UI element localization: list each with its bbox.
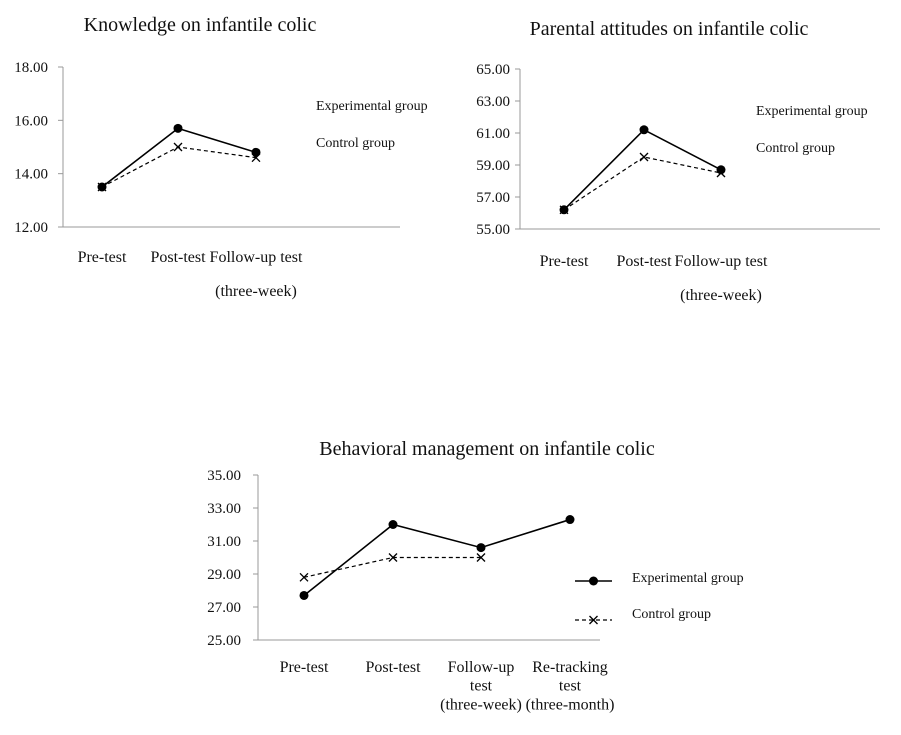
series-line-experimental — [563, 128, 722, 211]
data-point-control — [97, 182, 107, 192]
chart-2: Parental attitudes on infantile colic 65.… — [476, 18, 880, 304]
series-line-control — [563, 156, 722, 211]
series-line-experimental — [101, 127, 257, 188]
legend-marker — [589, 576, 598, 586]
data-point-experimental — [639, 125, 649, 135]
y-tick-label: 12.00 — [14, 220, 48, 236]
y-tick-label: 27.00 — [207, 600, 241, 616]
x-tick-label: (three-week) — [215, 283, 297, 300]
x-tick-label: test — [470, 678, 493, 695]
x-tick-label: Pre-test — [540, 253, 589, 270]
y-tick-label: 55.00 — [476, 222, 510, 238]
y-tick-label: 25.00 — [207, 633, 241, 649]
data-point-experimental — [716, 165, 726, 175]
y-tick-label: 65.00 — [476, 62, 510, 78]
x-tick-label: (three-week) — [680, 287, 762, 304]
series-line-experimental — [303, 518, 571, 597]
y-tick-label: 63.00 — [476, 94, 510, 110]
legend-label: Control group — [756, 141, 835, 156]
legend-label: Experimental group — [756, 104, 868, 119]
x-tick-label: (three-week) — [440, 696, 522, 713]
data-point-control — [639, 152, 649, 162]
y-tick-label: 16.00 — [14, 113, 48, 129]
data-point-control — [476, 553, 486, 562]
x-tick-label: Post-test — [365, 659, 421, 676]
data-point-experimental — [388, 520, 398, 529]
y-tick-label: 31.00 — [207, 534, 241, 550]
y-tick-label: 33.00 — [207, 501, 241, 517]
x-tick-label: Pre-test — [78, 249, 127, 266]
x-tick-label: Post-test — [616, 253, 672, 270]
x-tick-label: test — [559, 678, 582, 695]
x-tick-label: (three-month) — [526, 696, 615, 713]
data-point-experimental — [173, 123, 183, 133]
legend-label: Experimental group — [316, 99, 428, 114]
legend-marker — [589, 615, 598, 625]
x-tick-label: Follow-up — [448, 659, 515, 676]
chart-title: Parental attitudes on infantile colic — [530, 18, 809, 40]
y-tick-label: 29.00 — [207, 567, 241, 583]
legend-label: Control group — [632, 607, 711, 622]
series-line-control — [101, 146, 257, 188]
data-point-control — [716, 168, 726, 178]
data-point-experimental — [299, 590, 309, 600]
chart-title: Knowledge on infantile colic — [84, 14, 317, 36]
data-point-experimental — [476, 543, 486, 553]
chart-3: Behavioral management on infantile colic… — [207, 438, 743, 713]
data-point-control — [173, 142, 183, 152]
x-tick-label: Follow-up test — [210, 249, 303, 266]
x-tick-label: Post-test — [150, 249, 206, 266]
data-point-control — [299, 572, 309, 582]
chart-title: Behavioral management on infantile colic — [319, 438, 655, 460]
x-tick-label: Re-tracking — [532, 659, 608, 676]
legend-label: Experimental group — [632, 571, 744, 586]
y-tick-label: 57.00 — [476, 190, 510, 206]
x-tick-label: Pre-test — [280, 659, 329, 676]
x-tick-label: Follow-up test — [675, 253, 768, 270]
data-point-experimental — [251, 147, 261, 157]
y-tick-label: 61.00 — [476, 126, 510, 142]
data-point-control — [251, 153, 261, 163]
y-tick-label: 35.00 — [207, 468, 241, 484]
y-tick-label: 14.00 — [14, 167, 48, 183]
y-tick-label: 59.00 — [476, 158, 510, 174]
data-point-control — [388, 553, 398, 562]
y-tick-label: 18.00 — [14, 60, 48, 76]
data-point-experimental — [565, 515, 575, 525]
data-point-control — [559, 205, 569, 215]
chart-1: Knowledge on infantile colic 18.00 16.00 14… — [14, 14, 427, 300]
legend-label: Control group — [316, 136, 395, 151]
